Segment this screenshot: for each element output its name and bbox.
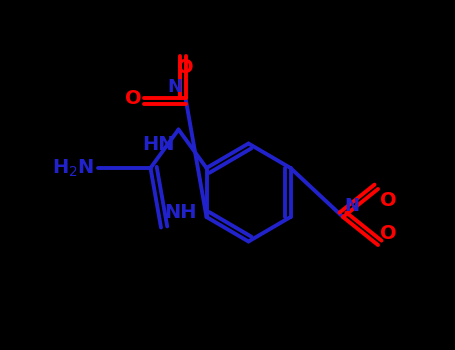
- Text: H$_2$N: H$_2$N: [52, 158, 95, 178]
- Text: NH: NH: [165, 203, 197, 222]
- Text: O: O: [125, 89, 142, 107]
- Text: N: N: [167, 78, 182, 96]
- Text: O: O: [177, 58, 194, 77]
- Text: O: O: [380, 224, 396, 243]
- Text: N: N: [345, 197, 360, 215]
- Text: O: O: [380, 191, 396, 210]
- Text: HN: HN: [142, 135, 175, 154]
